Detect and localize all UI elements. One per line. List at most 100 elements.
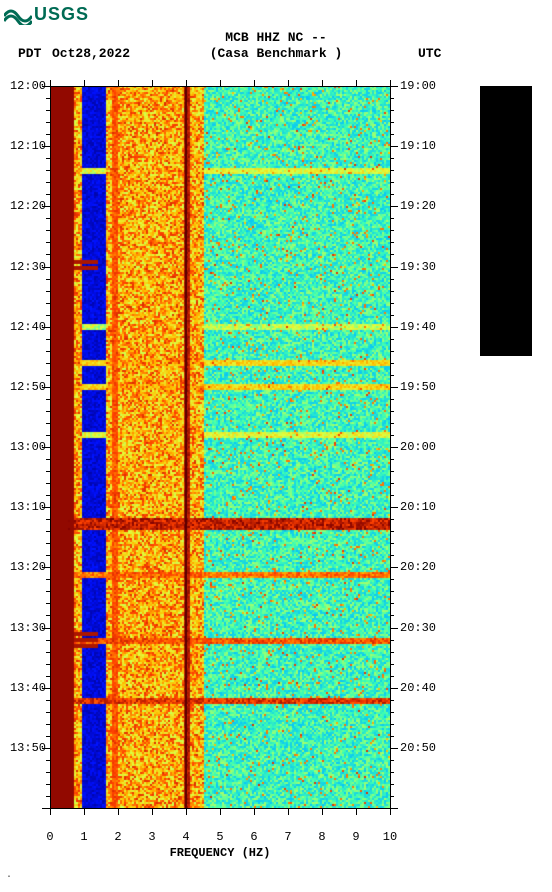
y-tick [46, 652, 50, 653]
x-label: 3 [148, 830, 155, 844]
y-left-label: 13:00 [10, 440, 46, 454]
x-label: 7 [284, 830, 291, 844]
y-tick-right [390, 315, 394, 316]
y-axis-left: 12:0012:1012:2012:3012:4012:5013:0013:10… [0, 86, 48, 808]
y-tick [46, 603, 50, 604]
y-tick-right [390, 772, 394, 773]
y-tick-right [390, 194, 394, 195]
y-tick [46, 291, 50, 292]
x-label: 6 [250, 830, 257, 844]
y-tick-right [390, 483, 394, 484]
y-left-label: 13:50 [10, 741, 46, 755]
y-tick [42, 808, 50, 809]
spectrogram-canvas [50, 86, 390, 808]
x-tick [220, 808, 221, 815]
y-tick [42, 146, 50, 147]
y-tick [46, 724, 50, 725]
x-tick [84, 808, 85, 815]
y-tick-right [390, 736, 394, 737]
y-tick [46, 784, 50, 785]
y-tick [46, 279, 50, 280]
x-tick-top [118, 80, 119, 86]
y-tick [46, 399, 50, 400]
y-tick-right [390, 676, 394, 677]
y-tick-right [390, 435, 394, 436]
y-tick [46, 772, 50, 773]
y-tick [46, 471, 50, 472]
usgs-logo: USGS [4, 4, 89, 25]
y-tick [42, 748, 50, 749]
y-tick [46, 423, 50, 424]
y-right-label: 20:00 [400, 440, 436, 454]
y-right-label: 20:40 [400, 681, 436, 695]
y-tick-right [390, 784, 394, 785]
x-label: 8 [318, 830, 325, 844]
y-tick [46, 664, 50, 665]
y-tick-right [390, 531, 394, 532]
y-tick-right [390, 242, 394, 243]
y-tick [42, 507, 50, 508]
y-tick-right [390, 279, 394, 280]
y-tick [46, 182, 50, 183]
x-tick [254, 808, 255, 815]
y-left-label: 13:20 [10, 560, 46, 574]
y-tick [46, 676, 50, 677]
x-tick [50, 808, 51, 815]
y-tick-right [390, 387, 398, 388]
y-tick-right [390, 98, 394, 99]
y-tick [46, 555, 50, 556]
y-tick-right [390, 218, 394, 219]
y-tick-right [390, 700, 394, 701]
y-tick-right [390, 615, 394, 616]
y-tick-right [390, 628, 398, 629]
y-tick [46, 158, 50, 159]
y-tick [46, 411, 50, 412]
x-tick-top [50, 80, 51, 86]
y-tick-right [390, 579, 394, 580]
y-tick-right [390, 122, 394, 123]
y-tick [46, 98, 50, 99]
y-tick [42, 206, 50, 207]
y-left-label: 12:10 [10, 139, 46, 153]
y-tick-right [390, 182, 394, 183]
y-tick-right [390, 459, 394, 460]
y-tick [46, 375, 50, 376]
y-tick-right [390, 146, 398, 147]
y-tick-right [390, 206, 398, 207]
x-tick-top [84, 80, 85, 86]
y-tick-right [390, 423, 394, 424]
y-left-label: 12:50 [10, 380, 46, 394]
y-tick [42, 327, 50, 328]
y-tick [46, 531, 50, 532]
x-tick-top [152, 80, 153, 86]
y-axis-right: 19:0019:1019:2019:3019:4019:5020:0020:10… [390, 86, 450, 808]
y-tick-right [390, 267, 398, 268]
y-tick-right [390, 688, 398, 689]
y-tick [46, 483, 50, 484]
y-tick [46, 254, 50, 255]
y-tick-right [390, 363, 394, 364]
y-tick [46, 122, 50, 123]
y-tick-right [390, 291, 394, 292]
y-tick-right [390, 411, 394, 412]
y-right-label: 19:40 [400, 320, 436, 334]
y-tick-right [390, 567, 398, 568]
y-tick [46, 230, 50, 231]
y-tick-right [390, 796, 394, 797]
y-right-label: 19:30 [400, 260, 436, 274]
x-tick-top [288, 80, 289, 86]
x-tick [152, 808, 153, 815]
y-tick [46, 134, 50, 135]
y-tick-right [390, 86, 398, 87]
y-tick [46, 579, 50, 580]
y-tick [46, 796, 50, 797]
channel-title: MCB HHZ NC -- [0, 30, 552, 45]
y-left-label: 13:10 [10, 500, 46, 514]
spectrogram-plot [50, 86, 390, 808]
x-label: 10 [383, 830, 397, 844]
y-tick-right [390, 640, 394, 641]
x-tick-top [254, 80, 255, 86]
y-right-label: 20:50 [400, 741, 436, 755]
y-tick [42, 567, 50, 568]
y-tick-right [390, 303, 394, 304]
